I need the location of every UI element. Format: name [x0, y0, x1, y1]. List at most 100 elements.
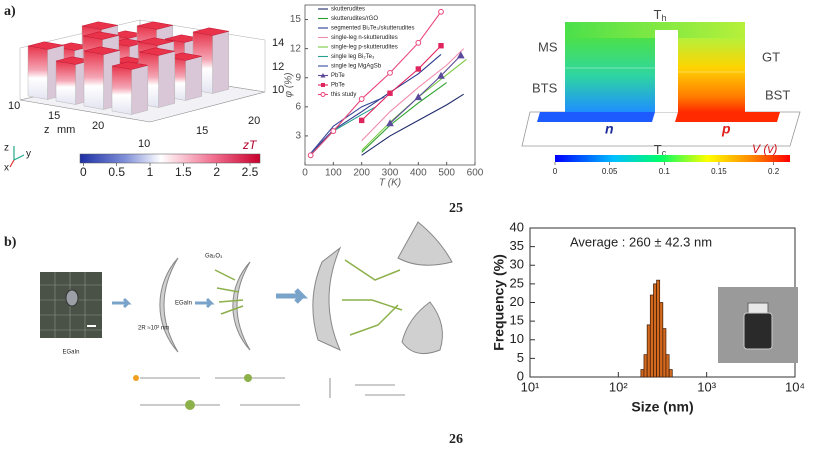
y-tick-label: 25	[510, 275, 524, 290]
marker	[358, 117, 365, 124]
x-axis-label: Size (nm)	[631, 399, 693, 415]
z-tick-label: 12	[272, 61, 284, 73]
bar	[653, 283, 657, 378]
block-top	[27, 41, 64, 50]
marker	[415, 66, 422, 72]
colorbar-tick-label: 1.5	[175, 165, 192, 179]
series-line	[361, 82, 447, 153]
block-illustration	[19, 19, 266, 123]
particle	[401, 301, 443, 355]
legend-label: single leg MgAgSb	[331, 64, 382, 70]
particle	[397, 221, 453, 266]
block-front	[27, 45, 48, 100]
series-line	[310, 54, 442, 154]
block-top	[83, 46, 120, 55]
legend-label: skutterudites/rGO	[331, 16, 378, 22]
legend-label: PbTe	[331, 83, 345, 89]
y-tick-label: 20	[248, 115, 260, 127]
x-tick-label: 300	[382, 168, 399, 179]
marker	[386, 119, 394, 127]
bar	[649, 294, 654, 378]
series-line	[361, 45, 442, 121]
legend-marker	[320, 73, 326, 78]
y-tick-label: 35	[510, 238, 524, 253]
arrow	[112, 297, 132, 309]
bar	[656, 279, 661, 378]
material-label: MS	[538, 39, 558, 54]
block-front	[111, 65, 132, 115]
colorbar-tick-label: 0	[80, 165, 87, 179]
x-tick-label: 400	[410, 168, 427, 179]
y-tick-label: 30	[510, 257, 524, 272]
symbol: T	[654, 142, 662, 157]
y-tick-label: 20	[510, 294, 524, 309]
x-tick-label: 10³	[697, 379, 716, 394]
marker	[414, 93, 423, 101]
block-top	[138, 47, 175, 56]
electrode-n	[537, 112, 655, 122]
icon-axis	[9, 159, 15, 168]
bar	[662, 328, 667, 378]
hot-side-label: Th	[654, 7, 667, 23]
x-tick-label: 20	[92, 120, 104, 132]
y-tick-label: 15	[510, 313, 524, 328]
inset-photo	[718, 287, 798, 363]
y-tick-label: 10	[138, 138, 150, 150]
bar	[646, 324, 651, 378]
colorbar-tick-label: 1	[147, 165, 154, 179]
legend-label: skutterudites	[331, 7, 365, 13]
legend-label: single-leg p-skutterudites	[331, 45, 398, 51]
core-label: EGaIn	[175, 301, 192, 307]
arrow	[195, 297, 215, 309]
icon-axis	[13, 154, 25, 161]
subscript: h	[661, 13, 666, 23]
y-tick-label: 3	[295, 131, 301, 142]
droplet	[65, 289, 79, 307]
shell-label: Ga₂O₃	[205, 254, 223, 260]
x-tick-label: 500	[438, 168, 455, 179]
colorbar-tick-label: 0.15	[711, 167, 727, 176]
x-tick-label: 10	[8, 100, 20, 112]
y-axis-label: φ (%)	[284, 73, 295, 98]
legend-marker	[320, 92, 326, 97]
material-label: BTS	[532, 80, 558, 95]
colorbar-tick-label: 0.1	[659, 167, 671, 176]
icon-label: z	[4, 143, 9, 154]
material-label: GT	[762, 49, 780, 64]
z-tick-label: 14	[272, 37, 284, 49]
x-tick-label: 600	[467, 168, 484, 179]
series-line	[310, 96, 385, 154]
y-tick-label: 6	[295, 101, 301, 112]
marker	[438, 43, 444, 49]
series-line	[310, 11, 442, 156]
symbol: T	[654, 7, 662, 22]
marker	[307, 152, 314, 159]
series-line	[361, 48, 465, 142]
colorbar-label: V (v)	[752, 142, 777, 156]
block-top	[81, 21, 118, 30]
colorbar	[555, 155, 790, 162]
cold-side-label: Tc	[654, 142, 667, 158]
x-tick-label: 10¹	[521, 379, 540, 394]
marker	[438, 8, 444, 15]
leg-type: p	[721, 121, 731, 137]
chemical-structures	[140, 377, 405, 406]
block-front	[55, 60, 76, 105]
block-side	[185, 56, 203, 101]
y-axis-label: Frequency (%)	[491, 254, 507, 350]
bar	[668, 369, 673, 378]
y-tick-label: 15	[290, 14, 302, 25]
series-line	[361, 93, 464, 156]
colorbar-label: zT	[242, 138, 258, 152]
group	[133, 375, 139, 381]
leg-n	[565, 38, 655, 112]
legend-label: single leg Bi₂Te₃	[331, 54, 375, 60]
icon-label: x	[4, 163, 9, 174]
block-top	[137, 37, 174, 46]
y-tick-label: 10	[510, 331, 524, 346]
marker	[456, 51, 465, 59]
marker	[415, 39, 422, 46]
particle	[159, 257, 179, 353]
colorbar-tick-label: 0.5	[108, 165, 125, 179]
